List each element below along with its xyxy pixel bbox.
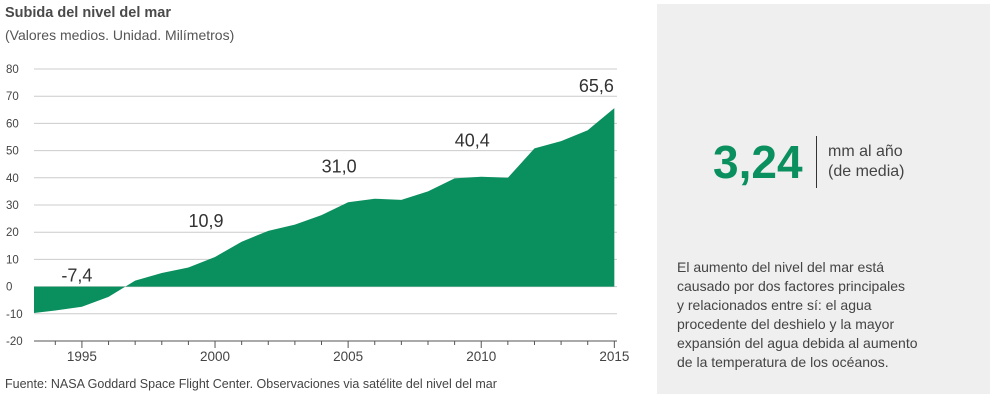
chart-title: Subida del nivel del mar	[5, 5, 171, 21]
average-rate-value: 3,24	[713, 136, 803, 188]
description-line: procedente del deshielo y la mayor	[677, 316, 895, 332]
y-tick-label: 80	[6, 64, 19, 76]
info-panel	[657, 4, 990, 394]
average-rate-unit: mm al año (de media)	[828, 142, 904, 182]
y-tick-label: 60	[6, 118, 19, 130]
description-line: y relacionados entre sí: el agua	[677, 297, 872, 313]
description-line: expansión del agua debida al aumento	[677, 335, 918, 351]
description-line: causado por dos factores principales	[677, 278, 906, 294]
data-label: 10,9	[188, 211, 223, 231]
unit-line-1: mm al año	[828, 143, 903, 160]
data-label: 65,6	[579, 76, 614, 96]
x-tick-label: 2010	[466, 349, 496, 364]
data-label: -7,4	[61, 266, 92, 286]
y-tick-label: 50	[6, 146, 19, 158]
y-tick-label: 40	[6, 173, 19, 185]
sea-level-area	[34, 108, 615, 313]
unit-line-2: (de media)	[828, 163, 905, 180]
x-tick-label: 1995	[67, 349, 97, 364]
description: El aumento del nivel del mar está causad…	[677, 258, 967, 372]
y-tick-label: 70	[6, 91, 19, 103]
data-label: 40,4	[455, 131, 490, 151]
x-tick-label: 2000	[200, 349, 230, 364]
divider	[816, 136, 817, 188]
y-tick-label: 10	[6, 254, 19, 266]
x-tick-label: 2005	[333, 349, 363, 364]
y-tick-label: 30	[6, 200, 19, 212]
y-tick-label: -10	[6, 309, 23, 321]
x-tick-label: 2015	[599, 349, 629, 364]
y-tick-label: 20	[6, 227, 19, 239]
description-line: El aumento del nivel del mar está	[677, 259, 884, 275]
chart-subtitle: (Valores medios. Unidad. Milímetros)	[5, 27, 235, 43]
description-line: de la temperatura de los océanos.	[677, 354, 889, 370]
source-note: Fuente: NASA Goddard Space Flight Center…	[5, 377, 497, 391]
y-tick-label: 0	[6, 282, 12, 294]
data-label: 31,0	[322, 156, 357, 176]
y-tick-label: -20	[6, 336, 23, 348]
